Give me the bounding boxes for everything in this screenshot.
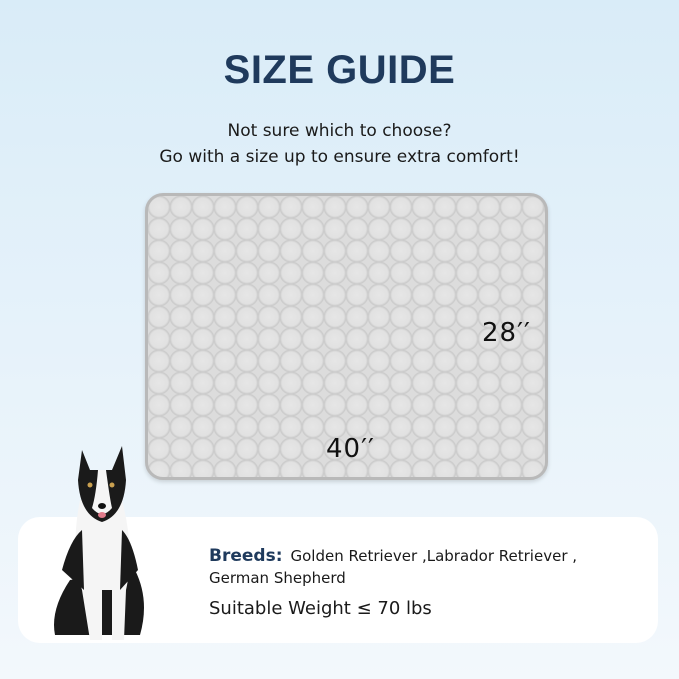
dog-image	[54, 446, 144, 640]
breeds-value: Golden Retriever ,Labrador Retriever , G…	[209, 547, 578, 587]
breeds-text: Breeds: Golden Retriever ,Labrador Retrie…	[209, 545, 629, 589]
height-label: 28′′	[482, 318, 531, 348]
subtitle-line-2: Go with a size up to ensure extra comfor…	[159, 147, 520, 167]
breeds-label: Breeds:	[209, 546, 283, 566]
subtitle: Not sure which to choose? Go with a size…	[0, 118, 679, 170]
subtitle-line-1: Not sure which to choose?	[227, 121, 452, 141]
suitable-weight: Suitable Weight ≤ 70 lbs	[209, 598, 432, 619]
page-title: SIZE GUIDE	[223, 48, 456, 92]
width-label: 40′′	[326, 434, 375, 464]
pet-mat-image	[145, 193, 548, 480]
